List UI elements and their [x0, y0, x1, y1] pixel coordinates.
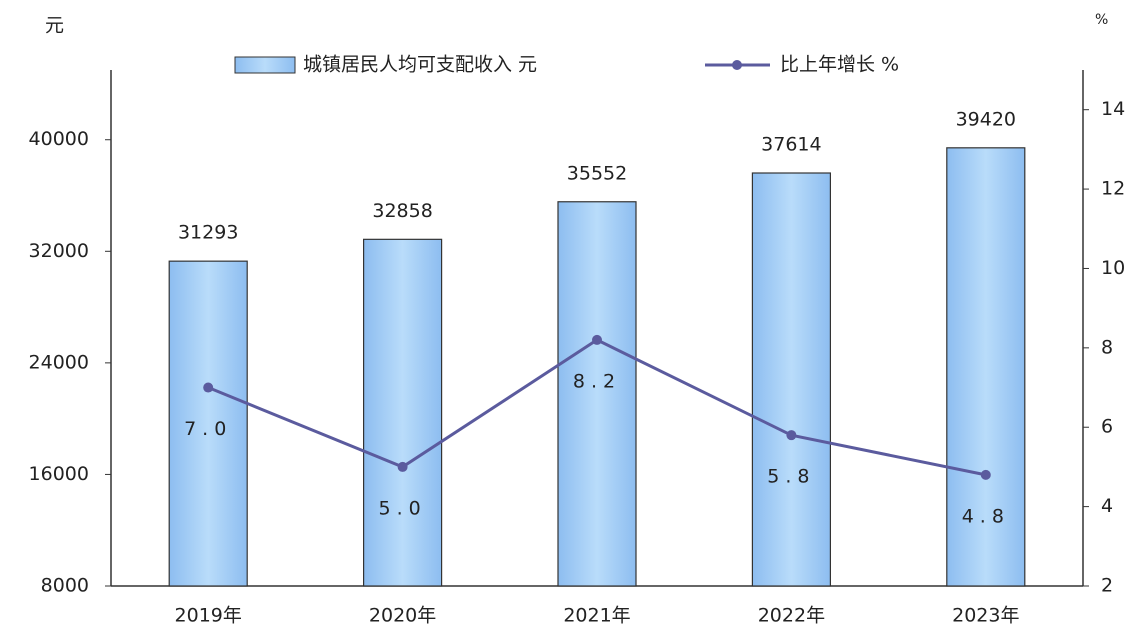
line-value-label: 5.8 — [767, 466, 815, 488]
y-tick-label: 32000 — [29, 240, 89, 262]
line-marker — [397, 461, 408, 472]
y-tick-label: 16000 — [29, 463, 89, 485]
x-tick-label: 2021年 — [563, 605, 630, 627]
y2-tick-label: 8 — [1101, 336, 1113, 358]
bar — [363, 238, 443, 587]
y2-tick-label: 2 — [1101, 575, 1113, 597]
line-value-label: 7.0 — [184, 418, 232, 440]
line-value-label: 4.8 — [962, 505, 1010, 527]
line-marker — [980, 469, 991, 480]
y2-tick-label: 4 — [1101, 495, 1113, 517]
y2-tick-label: 6 — [1101, 416, 1113, 438]
y2-tick-label: 12 — [1101, 178, 1125, 200]
x-tick-label: 2023年 — [952, 605, 1019, 627]
y-unit: 元 — [45, 15, 64, 37]
line-value-label: 5.0 — [378, 497, 426, 519]
line-marker — [203, 382, 214, 393]
x-tick-label: 2022年 — [758, 605, 825, 627]
y2-unit: % — [1095, 12, 1108, 28]
bar-value-label: 32858 — [372, 200, 432, 222]
y-tick-label: 40000 — [29, 128, 89, 150]
bar — [751, 172, 832, 587]
legend-swatch — [234, 56, 296, 74]
line-marker — [786, 430, 797, 441]
bar — [168, 260, 248, 587]
y2-tick-label: 14 — [1101, 98, 1125, 120]
legend-label: 城镇居民人均可支配收入 元 — [303, 54, 537, 76]
bar-value-label: 35552 — [567, 162, 627, 184]
y-tick-label: 8000 — [41, 575, 89, 597]
bar — [557, 201, 637, 587]
line-marker — [592, 334, 602, 345]
bar-value-label: 39420 — [956, 108, 1016, 130]
legend-marker — [732, 60, 742, 70]
bar-value-label: 31293 — [178, 222, 238, 244]
x-tick-label: 2020年 — [369, 605, 436, 627]
line-value-label: 8.2 — [573, 370, 621, 392]
legend-label: 比上年增长 % — [780, 54, 899, 76]
y-tick-label: 24000 — [29, 351, 89, 373]
x-tick-label: 2019年 — [175, 605, 242, 627]
bar-value-label: 37614 — [761, 134, 821, 156]
bar — [946, 147, 1026, 587]
y2-tick-label: 10 — [1101, 257, 1125, 279]
